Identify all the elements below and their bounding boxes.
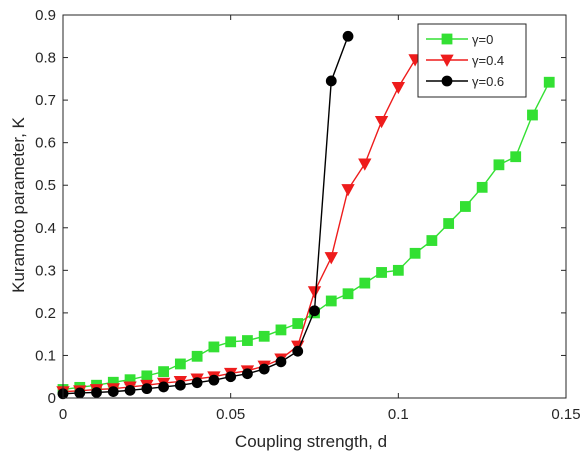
y-tick-label: 0.1 xyxy=(35,347,56,364)
data-point xyxy=(292,318,304,329)
data-point xyxy=(341,184,355,197)
data-point xyxy=(325,75,337,87)
series-2 xyxy=(57,30,354,400)
y-tick-label: 0.9 xyxy=(35,7,56,24)
data-point xyxy=(459,201,471,212)
plot-area xyxy=(56,30,555,400)
series-1 xyxy=(56,54,422,399)
data-point xyxy=(391,81,406,95)
x-tick-label: 0 xyxy=(59,406,67,423)
data-point xyxy=(543,76,555,88)
y-tick-label: 0.3 xyxy=(35,262,56,279)
y-tick-label: 0.7 xyxy=(35,92,56,109)
data-point xyxy=(208,341,220,353)
data-point xyxy=(158,381,170,393)
data-point xyxy=(325,295,337,307)
data-point xyxy=(124,384,136,396)
data-point xyxy=(476,181,488,193)
data-point xyxy=(275,324,287,336)
axes: 0 0.05 0.1 0.15 0 0.1 0.2 0.3 0.4 0.5 0.6 0.7 0.8 0.9 xyxy=(35,7,580,423)
data-point xyxy=(510,151,522,163)
legend-marker xyxy=(441,33,453,45)
data-point xyxy=(358,158,372,171)
legend-label: γ=0.6 xyxy=(472,74,504,89)
legend-marker xyxy=(441,75,453,87)
y-tick-label: 0.8 xyxy=(35,50,56,67)
data-point xyxy=(174,358,186,370)
data-point xyxy=(74,387,86,399)
x-axis-label: Coupling strength, d xyxy=(235,432,387,451)
series-line xyxy=(62,59,416,393)
x-tick-label: 0.05 xyxy=(216,406,245,423)
data-point xyxy=(374,115,389,129)
data-point xyxy=(527,109,538,121)
data-point xyxy=(324,252,338,265)
data-point xyxy=(426,235,438,246)
data-point xyxy=(342,288,354,300)
data-point xyxy=(107,386,119,398)
data-point xyxy=(191,350,203,362)
y-tick-label: 0.6 xyxy=(35,135,56,152)
data-point xyxy=(493,159,505,171)
data-point xyxy=(174,379,186,391)
series-line xyxy=(62,36,349,395)
data-point xyxy=(342,30,354,42)
data-point xyxy=(309,305,320,317)
data-point xyxy=(376,267,387,278)
y-tick-label: 0.5 xyxy=(35,177,56,194)
data-point xyxy=(158,366,170,378)
data-point xyxy=(258,363,270,375)
data-point xyxy=(443,218,455,229)
data-point xyxy=(359,277,371,289)
data-point xyxy=(91,387,102,398)
y-tick-label: 0.4 xyxy=(35,220,56,237)
y-tick-label: 0.2 xyxy=(35,305,56,322)
y-axis-label: Kuramoto parameter, K xyxy=(9,116,28,292)
series-line xyxy=(62,81,550,391)
legend-marker xyxy=(440,54,454,67)
legend-label: γ=0.4 xyxy=(472,53,504,68)
data-point xyxy=(409,247,421,259)
data-point xyxy=(292,345,304,357)
data-point xyxy=(208,374,220,386)
y-tick-label: 0 xyxy=(48,390,56,407)
x-tick-label: 0.1 xyxy=(388,406,409,423)
data-point xyxy=(242,368,253,380)
legend: γ=0 γ=0.4 γ=0.6 xyxy=(417,23,527,98)
series-0 xyxy=(57,76,555,395)
axes-box xyxy=(62,14,567,399)
data-point xyxy=(141,370,153,382)
data-point xyxy=(258,330,270,342)
data-point xyxy=(275,356,287,368)
data-point xyxy=(191,377,203,389)
legend-label: γ=0 xyxy=(472,32,493,47)
data-point xyxy=(242,335,253,346)
data-point xyxy=(392,264,404,276)
x-tick-label: 0.15 xyxy=(551,406,580,423)
data-point xyxy=(307,286,322,299)
data-point xyxy=(141,383,153,395)
data-point xyxy=(225,336,237,348)
data-point xyxy=(225,371,237,383)
